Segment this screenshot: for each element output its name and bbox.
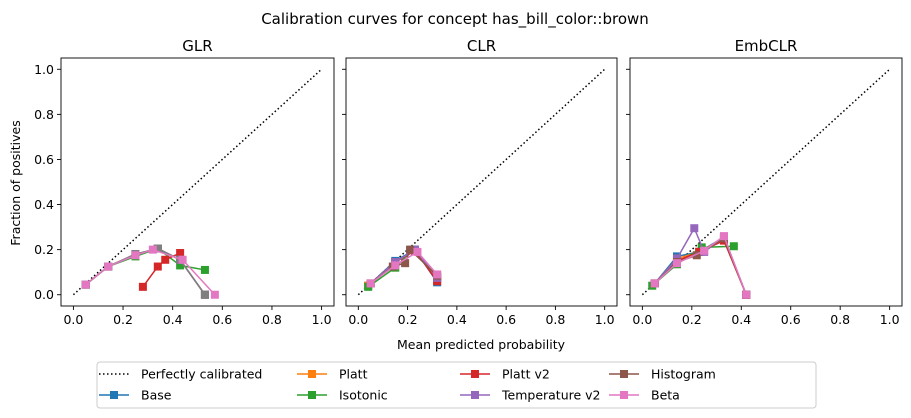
legend-label: Temperature v2 — [501, 388, 601, 403]
point-isotonic — [176, 261, 185, 270]
point-beta — [81, 280, 90, 289]
series-line-temperature-v2 — [370, 248, 438, 285]
x-tick-label: 1.0 — [312, 312, 332, 327]
figure-suptitle: Calibration curves for concept has_bill_… — [261, 10, 649, 29]
point-histogram — [200, 290, 209, 299]
point-temperature-v2 — [690, 224, 699, 233]
point-platt-v2 — [138, 282, 147, 291]
x-tick-label: 0.8 — [545, 312, 565, 327]
legend-marker — [308, 370, 316, 378]
x-tick-label: 0.4 — [163, 312, 183, 327]
point-platt-v2 — [161, 255, 170, 264]
point-beta — [433, 270, 442, 279]
legend-label: Isotonic — [339, 388, 388, 403]
legend-entry-platt-v2: Platt v2 — [460, 367, 550, 382]
x-axis-label: Mean predicted probability — [397, 337, 566, 352]
point-beta — [742, 290, 751, 299]
legend-entry-histogram: Histogram — [609, 367, 716, 382]
x-tick-label: 1.0 — [595, 312, 615, 327]
legend-entry-isotonic: Isotonic — [297, 388, 388, 403]
plot-area — [357, 68, 606, 296]
panel-glr: GLR 0.0 0.2 0.4 0.6 0.8 1.0 0.0 0.2 0.4 0.6 0.8 1.0 — [34, 37, 335, 327]
x-tick-label: 0.0 — [63, 312, 83, 327]
legend-label: Platt — [339, 367, 368, 382]
panel-frame — [60, 57, 335, 307]
legend-entry-beta: Beta — [609, 388, 680, 403]
y-axis-label: Fraction of positives — [8, 120, 23, 245]
legend-label: Base — [141, 388, 172, 403]
panel-frame — [345, 57, 618, 307]
point-beta — [366, 279, 375, 288]
point-beta — [210, 290, 219, 299]
point-histogram — [401, 259, 410, 268]
panel-clr: CLR 0.0 0.2 0.4 0.6 0.8 1.0 — [342, 37, 618, 327]
legend-entry-temperature-v2: Temperature v2 — [460, 388, 601, 403]
legend: Perfectly calibrated Base Platt Isotonic Pla… — [96, 361, 817, 409]
y-tick-label: 0.6 — [34, 152, 54, 167]
point-beta — [391, 261, 400, 270]
point-histogram — [153, 244, 162, 253]
point-beta — [413, 247, 422, 256]
x-tick-label: 1.0 — [880, 312, 900, 327]
point-beta — [131, 251, 140, 260]
plot-area — [72, 68, 323, 299]
point-platt-v2 — [153, 262, 162, 271]
perfectly-calibrated-line — [72, 68, 323, 296]
legend-marker — [308, 391, 316, 399]
panel-title: GLR — [182, 37, 212, 55]
y-tick-label: 1.0 — [34, 62, 54, 77]
panel-title: CLR — [467, 37, 496, 55]
point-histogram — [406, 245, 415, 254]
legend-entry-perfectly-calibrated: Perfectly calibrated — [99, 367, 262, 382]
y-tick-label: 0.8 — [34, 107, 54, 122]
legend-entry-platt: Platt — [297, 367, 368, 382]
legend-label: Beta — [651, 388, 680, 403]
x-tick-label: 0.2 — [398, 312, 418, 327]
legend-label: Perfectly calibrated — [141, 367, 262, 382]
legend-marker — [471, 391, 479, 399]
point-beta — [104, 262, 113, 271]
panel-embclr: EmbCLR 0.0 0.2 0.4 0.6 0.8 1.0 — [626, 37, 903, 327]
y-tick-label: 0.0 — [34, 287, 54, 302]
x-tick-label: 0.0 — [632, 312, 652, 327]
plot-area — [641, 68, 891, 299]
point-beta — [719, 232, 728, 241]
legend-marker — [620, 391, 628, 399]
x-tick-label: 0.2 — [113, 312, 133, 327]
legend-marker — [471, 370, 479, 378]
panel-title: EmbCLR — [735, 37, 798, 55]
legend-entry-base: Base — [99, 388, 172, 403]
x-tick-label: 0.8 — [830, 312, 850, 327]
x-tick-label: 0.0 — [348, 312, 368, 327]
point-beta — [672, 259, 681, 268]
legend-marker — [620, 370, 628, 378]
y-tick-label: 0.2 — [34, 242, 54, 257]
point-isotonic — [729, 242, 738, 251]
x-tick-label: 0.6 — [781, 312, 801, 327]
point-histogram — [692, 251, 701, 260]
panel-frame — [629, 57, 903, 307]
series-line-beta — [370, 250, 438, 285]
point-beta — [700, 246, 709, 255]
x-tick-label: 0.2 — [682, 312, 702, 327]
legend-label: Histogram — [651, 367, 716, 382]
x-tick-label: 0.4 — [447, 312, 467, 327]
series-line-beta — [85, 248, 216, 296]
x-tick-label: 0.4 — [731, 312, 751, 327]
x-tick-label: 0.6 — [496, 312, 516, 327]
point-isotonic — [200, 265, 209, 274]
point-platt-v2 — [176, 249, 185, 258]
x-tick-label: 0.6 — [212, 312, 232, 327]
legend-label: Platt v2 — [502, 367, 550, 382]
point-beta — [148, 245, 157, 254]
legend-marker — [110, 391, 118, 399]
point-beta — [178, 255, 187, 264]
y-tick-label: 0.4 — [34, 197, 54, 212]
x-tick-label: 0.8 — [262, 312, 282, 327]
point-beta — [650, 279, 659, 288]
